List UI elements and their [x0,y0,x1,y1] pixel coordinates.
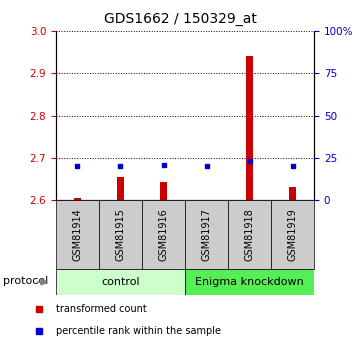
Text: percentile rank within the sample: percentile rank within the sample [56,326,221,336]
Text: transformed count: transformed count [56,304,147,314]
Text: GDS1662 / 150329_at: GDS1662 / 150329_at [104,12,257,26]
Text: GSM81918: GSM81918 [244,208,255,261]
Bar [289,187,296,200]
Text: GSM81917: GSM81917 [201,208,212,261]
Bar [185,269,314,295]
Bar [56,200,99,269]
Text: protocol: protocol [3,276,48,286]
Bar [185,200,228,269]
Text: GSM81914: GSM81914 [73,208,82,261]
Bar [271,200,314,269]
Bar [142,200,185,269]
Bar [56,269,185,295]
Bar [99,200,142,269]
Bar [160,182,168,200]
Text: control: control [101,277,140,287]
Text: GSM81915: GSM81915 [116,208,126,261]
Bar [246,57,253,200]
Text: Enigma knockdown: Enigma knockdown [195,277,304,287]
Text: GSM81919: GSM81919 [288,208,297,261]
Text: GSM81916: GSM81916 [158,208,169,261]
Bar [228,200,271,269]
Bar [117,177,124,200]
Bar [74,198,81,200]
